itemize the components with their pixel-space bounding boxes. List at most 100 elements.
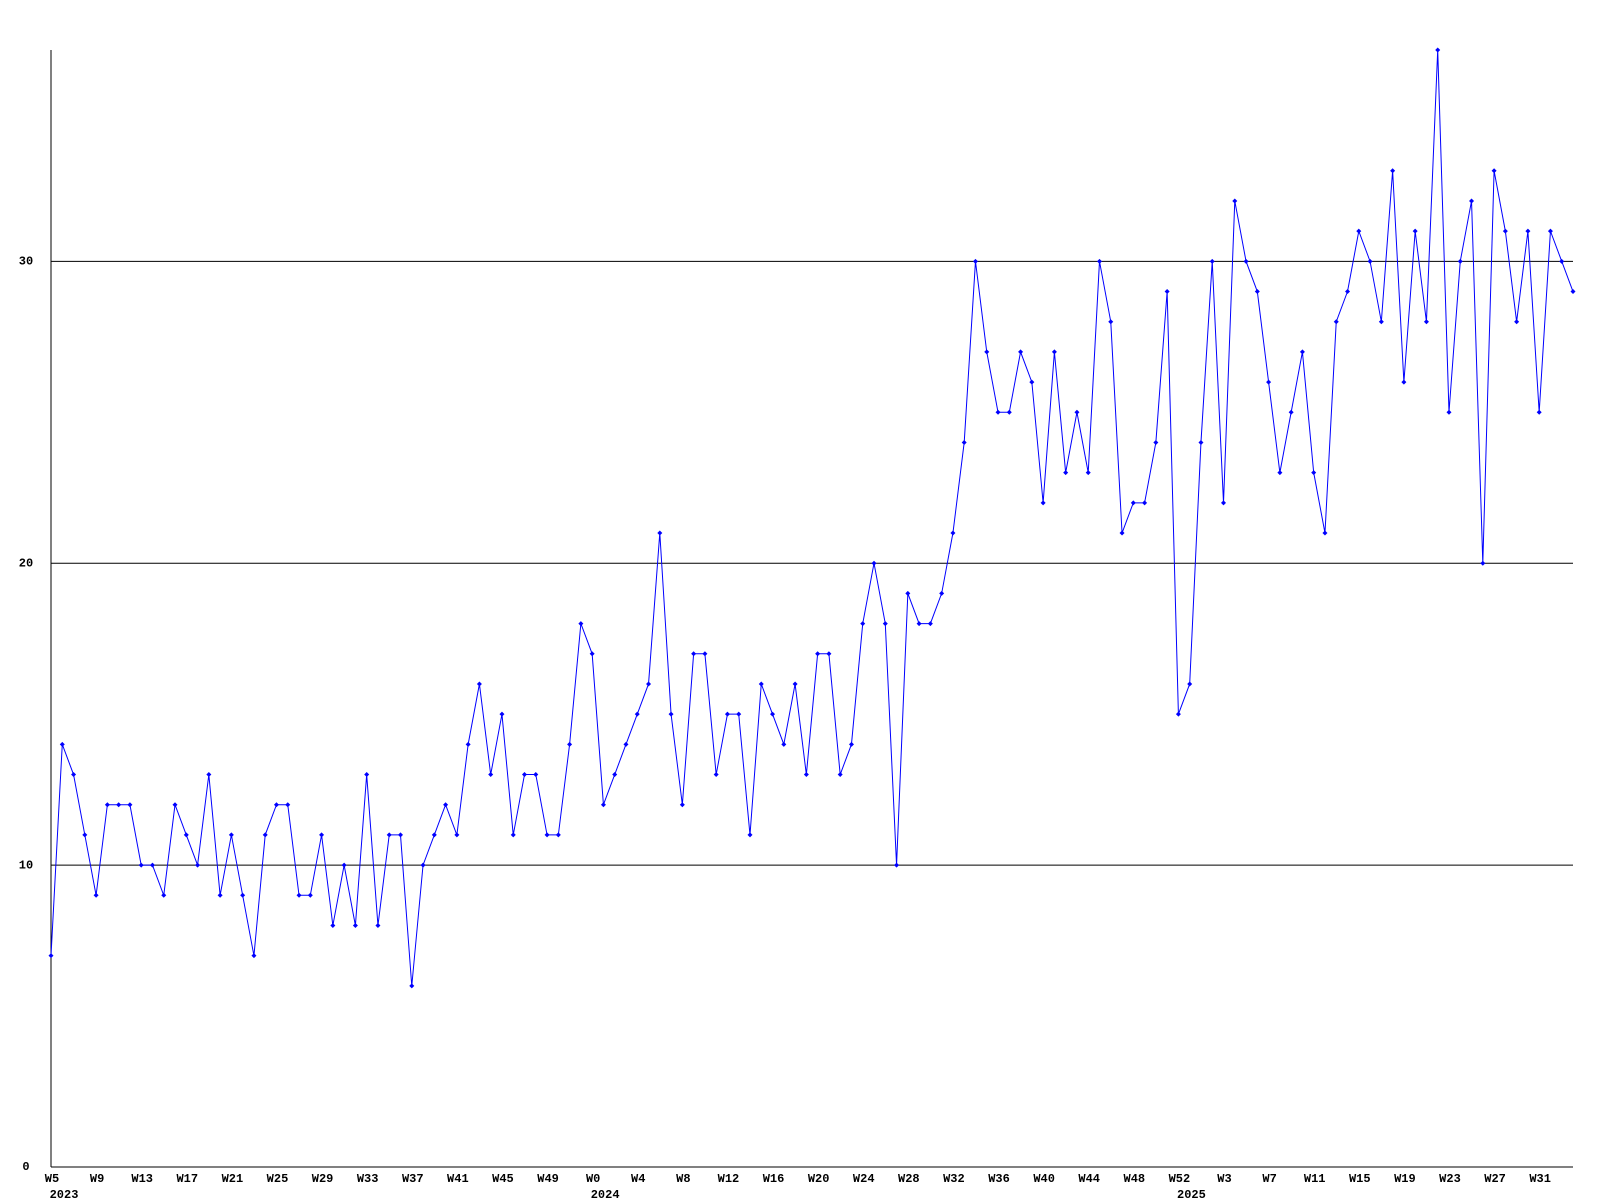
- x-tick-label: W48: [1124, 1172, 1146, 1186]
- x-tick-label: W5: [45, 1172, 59, 1186]
- point-marker: [510, 832, 516, 838]
- point-marker: [1074, 409, 1080, 415]
- data-line: [50, 49, 1574, 986]
- point-marker: [578, 621, 584, 627]
- x-tick-label: W21: [222, 1172, 244, 1186]
- x-tick-label: W19: [1394, 1172, 1416, 1186]
- point-marker: [972, 258, 978, 264]
- point-marker: [1514, 319, 1520, 325]
- point-marker: [116, 802, 122, 808]
- point-marker: [995, 409, 1001, 415]
- point-marker: [724, 711, 730, 717]
- point-marker: [623, 741, 629, 747]
- point-marker: [488, 772, 494, 778]
- point-marker: [939, 590, 945, 596]
- point-marker: [454, 832, 460, 838]
- point-marker: [127, 802, 133, 808]
- x-tick-label: W36: [988, 1172, 1010, 1186]
- point-marker: [161, 892, 167, 898]
- x-tick-label: W12: [718, 1172, 740, 1186]
- point-marker: [894, 862, 900, 868]
- x-tick-label: W11: [1304, 1172, 1326, 1186]
- x-tick-label: W32: [943, 1172, 965, 1186]
- point-marker: [747, 832, 753, 838]
- x-tick-label: W8: [676, 1172, 690, 1186]
- x-tick-label: W27: [1484, 1172, 1506, 1186]
- point-marker: [1209, 258, 1215, 264]
- point-marker: [431, 832, 437, 838]
- point-marker: [1491, 168, 1497, 174]
- point-marker: [600, 802, 606, 808]
- point-marker: [1547, 228, 1553, 234]
- point-marker: [803, 772, 809, 778]
- point-marker: [1006, 409, 1012, 415]
- point-marker: [443, 802, 449, 808]
- point-marker: [916, 621, 922, 627]
- point-marker: [1570, 289, 1576, 295]
- x-tick-label: W28: [898, 1172, 920, 1186]
- point-marker: [1096, 258, 1102, 264]
- x-tick-label: W23: [1439, 1172, 1461, 1186]
- point-marker: [792, 681, 798, 687]
- point-marker: [1198, 439, 1204, 445]
- x-tick-label: W16: [763, 1172, 785, 1186]
- point-marker: [555, 832, 561, 838]
- point-marker: [1378, 319, 1384, 325]
- x-tick-label: W45: [492, 1172, 514, 1186]
- point-marker: [1232, 198, 1238, 204]
- point-marker: [251, 953, 257, 959]
- point-marker: [48, 953, 54, 959]
- point-marker: [758, 681, 764, 687]
- point-marker: [1480, 560, 1486, 566]
- point-marker: [465, 741, 471, 747]
- point-marker: [262, 832, 268, 838]
- x-year-label: 2024: [591, 1188, 620, 1200]
- point-marker: [544, 832, 550, 838]
- point-marker: [375, 922, 381, 928]
- point-marker: [1187, 681, 1193, 687]
- y-tick-label: 20: [19, 556, 33, 570]
- point-marker: [668, 711, 674, 717]
- point-marker: [657, 530, 663, 536]
- point-marker: [1040, 500, 1046, 506]
- point-marker: [352, 922, 358, 928]
- point-marker: [1502, 228, 1508, 234]
- point-marker: [1130, 500, 1136, 506]
- point-marker: [319, 832, 325, 838]
- point-marker: [1356, 228, 1362, 234]
- point-marker: [195, 862, 201, 868]
- point-marker: [206, 772, 212, 778]
- point-marker: [217, 892, 223, 898]
- point-marker: [1175, 711, 1181, 717]
- point-marker: [522, 772, 528, 778]
- point-marker: [1063, 470, 1069, 476]
- point-marker: [1085, 470, 1091, 476]
- point-marker: [330, 922, 336, 928]
- point-marker: [409, 983, 415, 989]
- point-marker: [882, 621, 888, 627]
- point-marker: [1243, 258, 1249, 264]
- x-tick-label: W37: [402, 1172, 424, 1186]
- point-marker: [826, 651, 832, 657]
- point-marker: [1221, 500, 1227, 506]
- x-tick-label: W40: [1033, 1172, 1055, 1186]
- x-tick-label: W29: [312, 1172, 334, 1186]
- point-marker: [984, 349, 990, 355]
- point-marker: [1412, 228, 1418, 234]
- point-marker: [138, 862, 144, 868]
- point-marker: [691, 651, 697, 657]
- x-year-label: 2025: [1177, 1188, 1206, 1200]
- point-marker: [848, 741, 854, 747]
- point-marker: [93, 892, 99, 898]
- x-tick-label: W41: [447, 1172, 469, 1186]
- point-marker: [1051, 349, 1057, 355]
- point-marker: [1390, 168, 1396, 174]
- point-marker: [612, 772, 618, 778]
- point-marker: [1536, 409, 1542, 415]
- point-marker: [1266, 379, 1272, 385]
- point-marker: [634, 711, 640, 717]
- x-tick-label: W9: [90, 1172, 104, 1186]
- x-tick-label: W31: [1529, 1172, 1551, 1186]
- point-marker: [1367, 258, 1373, 264]
